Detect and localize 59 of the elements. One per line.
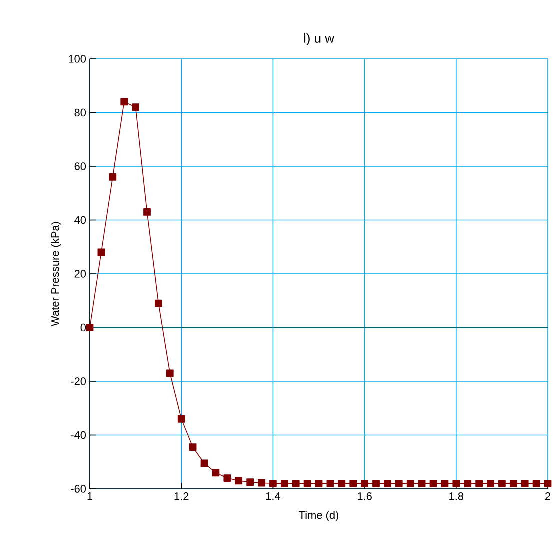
point — [532, 480, 540, 488]
y-axis-title: Water Pressure (kPa) — [51, 222, 62, 326]
point — [292, 480, 300, 488]
point — [270, 480, 277, 488]
x-axis-title: Time (d) — [299, 511, 338, 522]
y-tick-label: 80 — [74, 108, 86, 117]
point — [338, 480, 346, 488]
point — [155, 300, 162, 308]
y-tick-label: 0 — [80, 324, 86, 332]
point — [476, 480, 483, 488]
point — [441, 480, 449, 488]
point — [372, 480, 380, 488]
point — [395, 480, 403, 488]
x-tick-label: 1.6 — [358, 492, 372, 500]
point — [544, 480, 552, 488]
point — [132, 104, 140, 112]
point — [120, 98, 128, 106]
y-tick-label: 100 — [69, 55, 86, 63]
point — [224, 474, 232, 482]
point — [212, 469, 220, 477]
point — [86, 324, 94, 332]
y-tick-label: -20 — [71, 378, 86, 386]
chart-title: l) u w — [304, 33, 334, 46]
x-tick-label: 1.2 — [174, 492, 189, 500]
point — [109, 174, 117, 181]
y-tick-label: -60 — [71, 485, 86, 493]
point — [406, 480, 414, 488]
point — [315, 480, 323, 488]
point — [361, 480, 368, 488]
point — [452, 480, 460, 488]
x-tick-label: 1.4 — [266, 492, 280, 500]
point — [178, 415, 186, 423]
point — [98, 248, 106, 256]
point — [258, 479, 266, 487]
point — [430, 480, 438, 488]
x-tick-label: 1.8 — [450, 492, 464, 500]
point — [246, 478, 254, 486]
x-tick-label: 1 — [88, 492, 93, 500]
point — [304, 480, 312, 488]
point — [521, 480, 529, 488]
y-tick-label: 60 — [74, 162, 86, 170]
point — [487, 480, 494, 488]
x-tick-label: 2 — [546, 492, 551, 500]
point — [510, 480, 518, 488]
point — [166, 370, 174, 378]
point — [384, 480, 392, 488]
point — [235, 477, 243, 485]
point — [326, 480, 334, 488]
point — [350, 480, 358, 488]
point — [200, 460, 208, 468]
point — [418, 480, 426, 488]
y-tick-label: 40 — [74, 216, 86, 224]
point — [144, 208, 151, 216]
point — [189, 444, 197, 452]
point — [464, 480, 472, 488]
y-tick-label: -40 — [71, 431, 86, 440]
point — [498, 480, 506, 488]
y-tick-label: 20 — [74, 270, 86, 278]
point — [280, 480, 288, 488]
